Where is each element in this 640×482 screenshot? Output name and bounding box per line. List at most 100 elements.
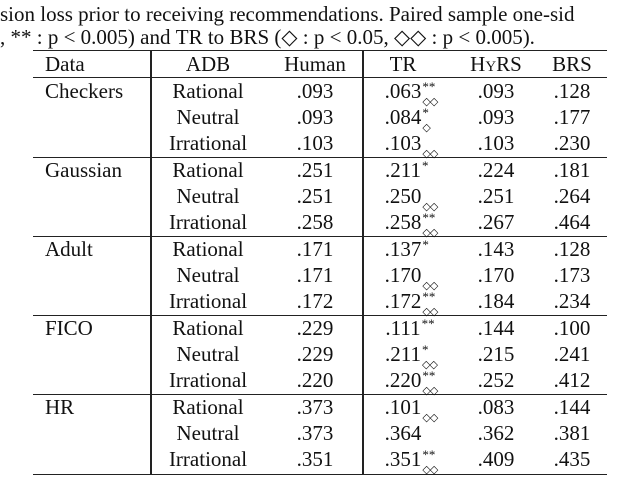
adb-cell: Irrational <box>168 210 248 234</box>
significance-marks: ** ◇◇ <box>421 447 439 476</box>
hyrs-cell: .184 <box>477 289 515 313</box>
hyrs-cell: .267 <box>477 210 515 234</box>
tr-cell: .211 * ◇◇ <box>385 342 439 371</box>
human-cell: .093 <box>296 79 334 103</box>
significance-marks: ◇◇ <box>421 184 439 213</box>
header-rule <box>33 77 607 78</box>
hyrs-cell: .409 <box>477 447 515 471</box>
brs-cell: .241 <box>553 342 591 366</box>
group-rule <box>33 315 607 316</box>
significance-diamond: ◇◇ <box>422 464 438 476</box>
human-cell: .258 <box>296 210 334 234</box>
significance-star: ** <box>422 79 436 94</box>
bottom-rule <box>33 474 607 475</box>
adb-cell: Irrational <box>168 368 248 392</box>
tr-cell: .250 ◇◇ <box>384 184 440 213</box>
hyrs-cell: .215 <box>477 342 515 366</box>
caption-brs: BRS <box>229 25 270 49</box>
brs-cell: .464 <box>553 210 591 234</box>
adb-cell: Rational <box>172 395 244 419</box>
column-divider <box>362 50 364 475</box>
tr-value: .111 <box>385 316 421 340</box>
brs-cell: .177 <box>553 105 591 129</box>
tr-value: .063 <box>384 79 422 103</box>
human-cell: .220 <box>296 368 334 392</box>
tr-cell: .137 * <box>385 237 440 261</box>
caption-line-1: sion loss prior to receiving recommendat… <box>0 2 575 26</box>
significance-marks: * ◇◇ <box>421 342 439 371</box>
tr-value: .364 <box>384 421 422 445</box>
hyrs-cell: .143 <box>477 237 515 261</box>
significance-marks: ** ◇◇ <box>421 210 439 239</box>
brs-cell: .264 <box>553 184 591 208</box>
significance-diamond: ◇◇ <box>421 359 438 371</box>
group-rule <box>33 394 607 395</box>
tr-cell: .220 ** ◇◇ <box>384 368 440 397</box>
caption-line-2: , ** : p < 0.005) and TR to BRS (◇ : p <… <box>0 25 535 49</box>
dataset-label: FICO <box>45 316 93 340</box>
human-cell: .172 <box>296 289 334 313</box>
hyrs-cell: .362 <box>477 421 515 445</box>
significance-star: ** <box>421 316 435 331</box>
adb-cell: Irrational <box>168 447 248 471</box>
caption-text: to <box>202 25 230 49</box>
significance-diamond: ◇◇ <box>422 280 438 292</box>
adb-cell: Neutral <box>176 105 240 129</box>
column-header-brs: BRS <box>552 52 592 76</box>
hyrs-cell: .103 <box>477 131 515 155</box>
significance-diamond: ◇◇ <box>422 227 438 239</box>
significance-marks: ◇◇ <box>421 395 439 424</box>
human-cell: .251 <box>296 184 334 208</box>
tr-cell: .170 ◇◇ <box>384 263 440 292</box>
adb-cell: Rational <box>172 237 244 261</box>
caption-text: , ** : p < 0.005) and <box>0 25 176 49</box>
significance-star: ** <box>422 368 436 383</box>
significance-diamond: ◇◇ <box>422 385 438 397</box>
human-cell: .229 <box>296 316 334 340</box>
column-header-tr: TR <box>389 52 417 76</box>
human-cell: .351 <box>296 447 334 471</box>
brs-cell: .100 <box>553 316 591 340</box>
tr-cell: .063 ** ◇◇ <box>384 79 440 108</box>
tr-value: .250 <box>384 184 422 208</box>
brs-cell: .128 <box>553 237 591 261</box>
hyrs-cell: .252 <box>477 368 515 392</box>
hyrs-cell: .251 <box>477 184 515 208</box>
significance-marks: ** ◇◇ <box>421 79 439 108</box>
tr-cell: .211 * <box>385 158 439 182</box>
dataset-label: Checkers <box>45 79 124 103</box>
hyrs-cell: .170 <box>477 263 515 287</box>
significance-diamond: ◇◇ <box>422 412 438 424</box>
human-cell: .103 <box>296 131 334 155</box>
tr-cell: .351 ** ◇◇ <box>384 447 440 476</box>
top-rule <box>33 50 607 51</box>
tr-value: .220 <box>384 368 422 392</box>
adb-cell: Neutral <box>176 184 240 208</box>
brs-cell: .173 <box>553 263 591 287</box>
significance-marks: ◇◇ <box>421 131 439 160</box>
column-header-human: Human <box>284 52 346 76</box>
significance-marks: ** ◇◇ <box>421 368 439 397</box>
significance-star: * <box>422 105 429 120</box>
tr-cell: .364 <box>385 421 422 445</box>
brs-cell: .144 <box>553 395 591 419</box>
significance-marks: * <box>421 237 439 261</box>
significance-marks: * ◇ <box>421 105 439 134</box>
hyrs-cell: .083 <box>477 395 515 419</box>
human-cell: .093 <box>296 105 334 129</box>
adb-cell: Neutral <box>176 263 240 287</box>
human-cell: .229 <box>296 342 334 366</box>
hyrs-cell: .093 <box>477 105 515 129</box>
adb-cell: Rational <box>172 158 244 182</box>
adb-cell: Irrational <box>168 131 248 155</box>
tr-value: .351 <box>384 447 422 471</box>
significance-star: ** <box>422 289 436 304</box>
tr-value: .170 <box>384 263 422 287</box>
significance-marks: * <box>421 158 439 182</box>
hyrs-cell: .224 <box>477 158 515 182</box>
tr-cell: .172 ** ◇◇ <box>385 289 440 318</box>
tr-cell: .258 ** ◇◇ <box>385 210 440 239</box>
human-cell: .373 <box>296 395 334 419</box>
significance-diamond: ◇◇ <box>422 201 438 213</box>
brs-cell: .234 <box>553 289 591 313</box>
